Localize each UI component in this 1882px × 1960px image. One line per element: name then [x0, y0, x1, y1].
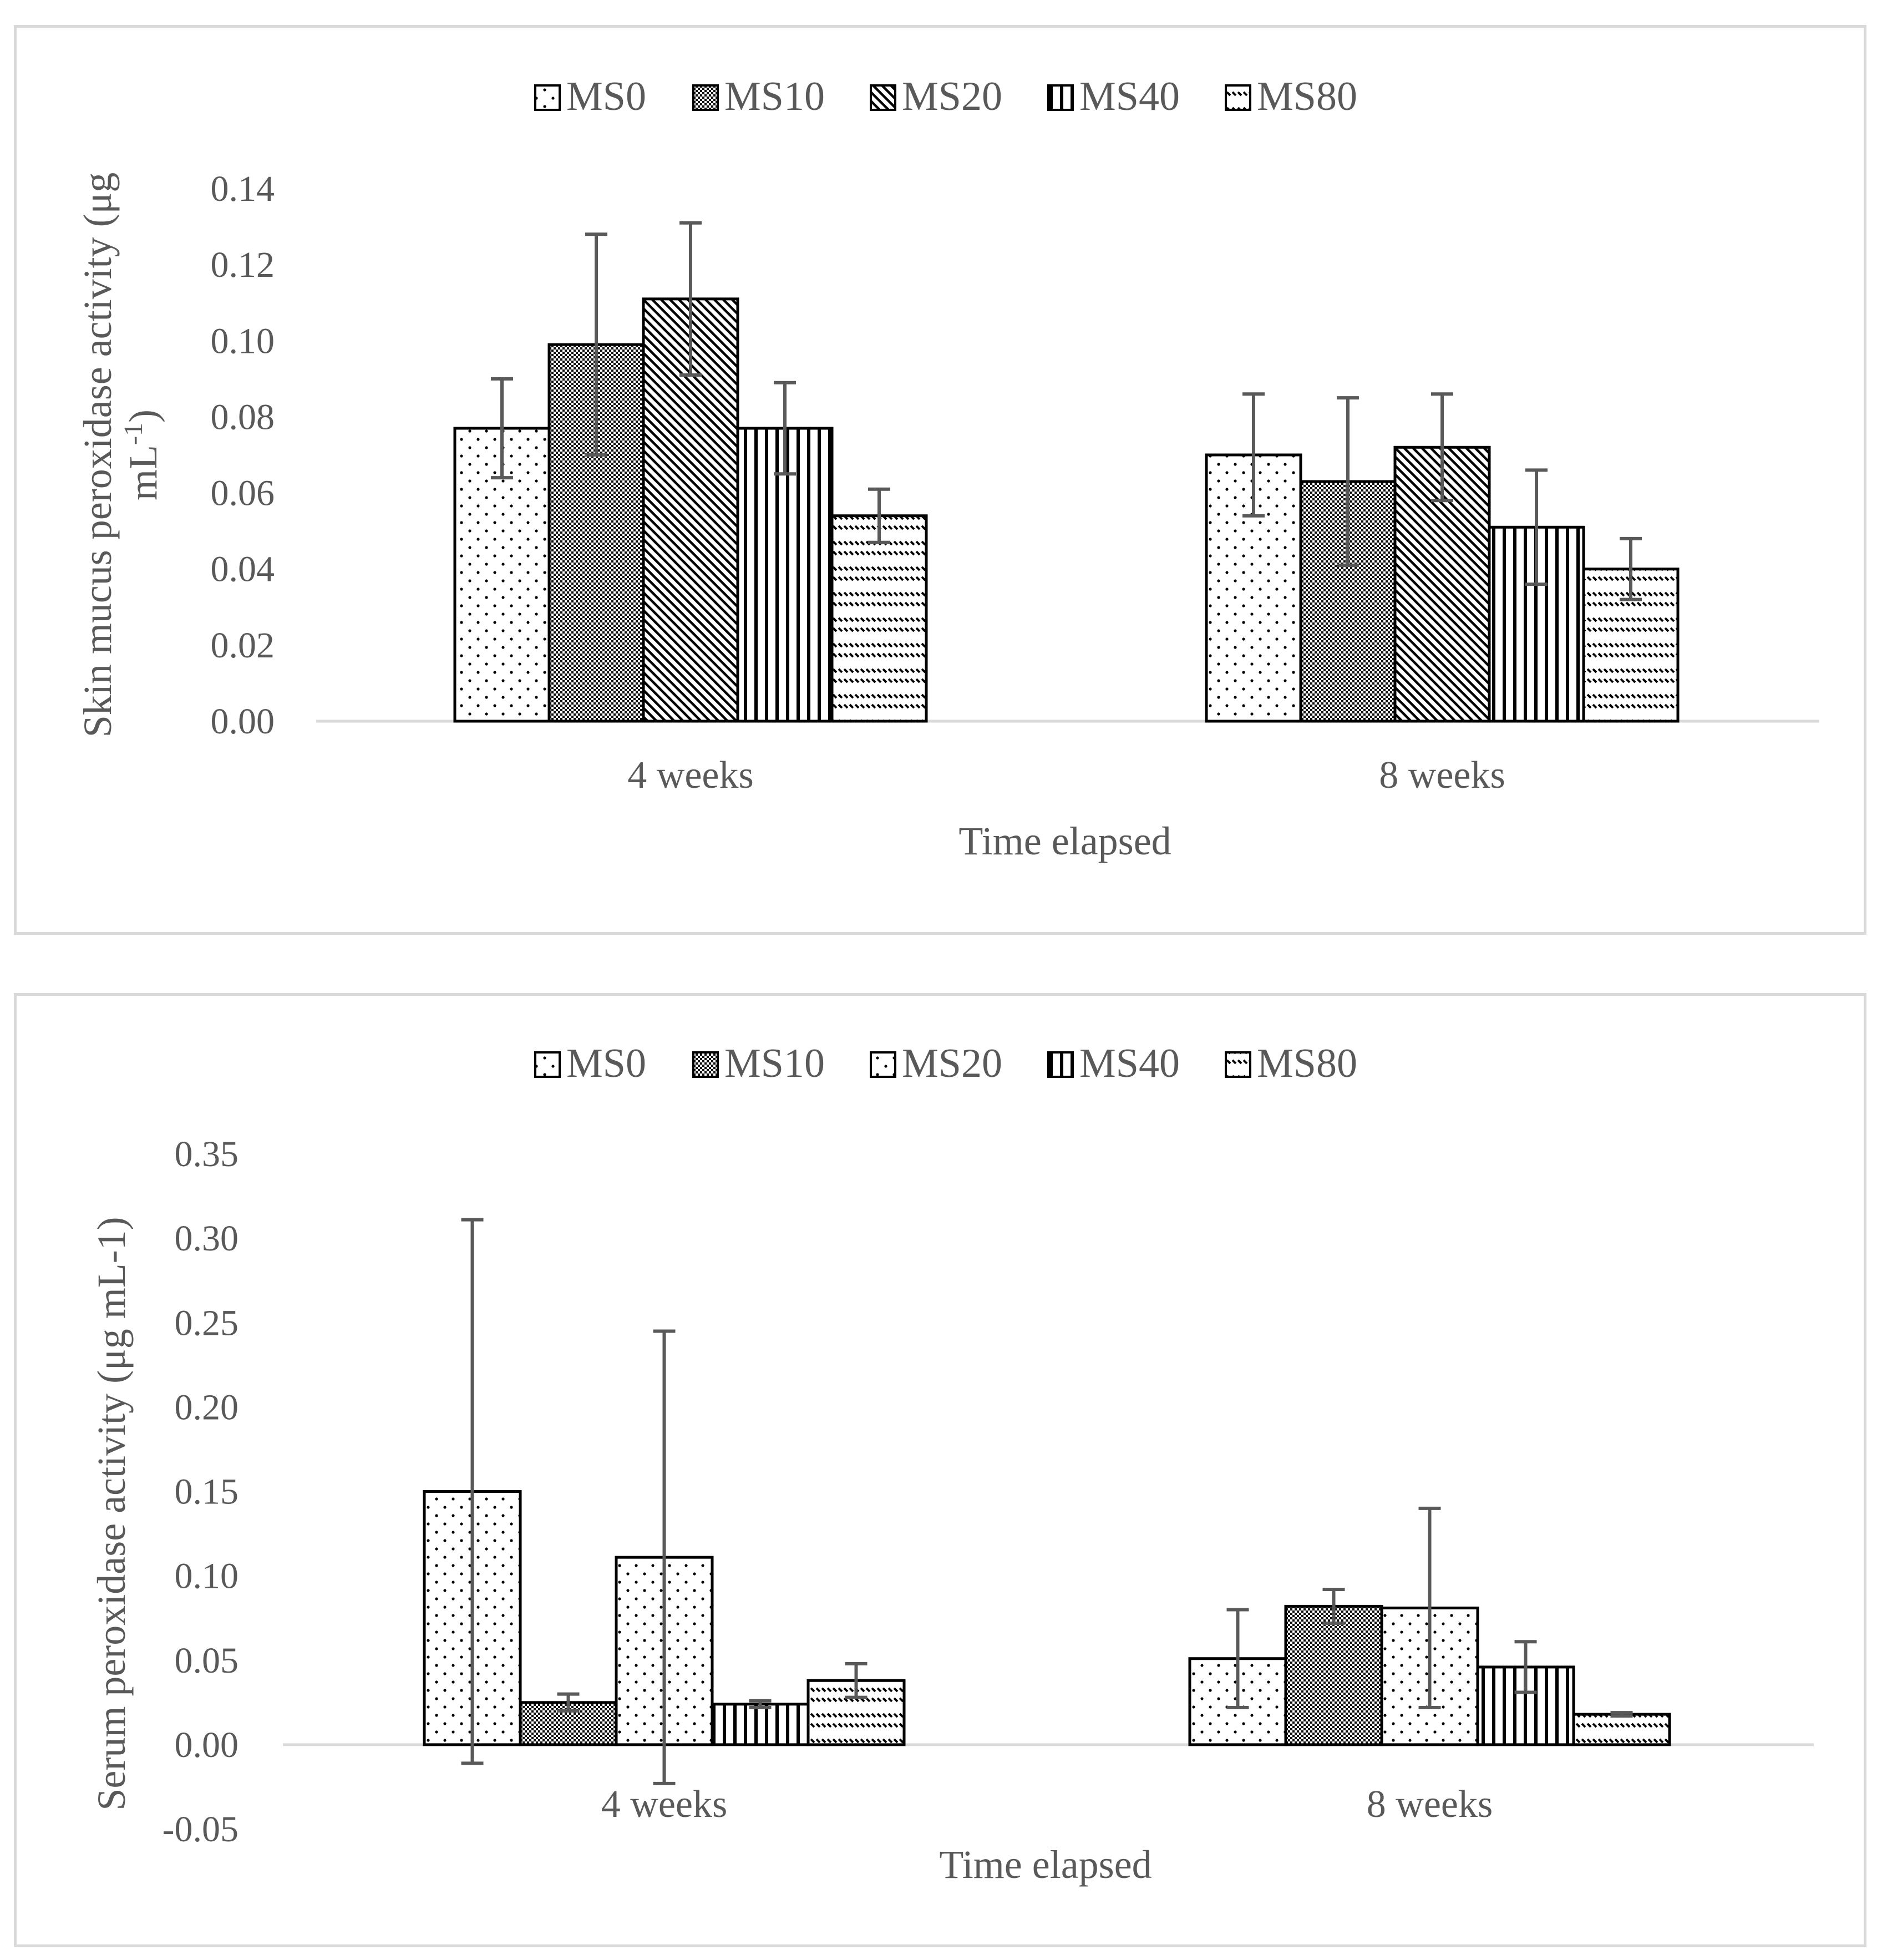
y-tick-label: 0.08: [211, 397, 275, 437]
y-axis-title-line2: mL-1): [119, 409, 166, 500]
legend-swatch: [1225, 84, 1251, 111]
legend-swatch: [870, 1051, 896, 1078]
x-axis-title: Time elapsed: [939, 1842, 1151, 1887]
y-tick-label: 0.04: [211, 549, 275, 590]
error-bar-ms20-2: [1431, 392, 1453, 503]
legend-label: MS10: [724, 1041, 825, 1086]
legend-swatch: [870, 84, 896, 111]
error-bar-ms0-2: [1242, 392, 1265, 518]
error-bar-ms40-1: [774, 381, 796, 476]
chart-panel-serum: -0.05 0.00 0.05 0.10 0.15 0.20 0.25 0.30 0.35 4 w…: [14, 993, 1866, 1947]
error-bar-ms10-2: [1337, 396, 1359, 567]
legend-item-ms40: MS40: [1047, 1041, 1180, 1086]
y-tick-label: 0.06: [211, 473, 275, 514]
legend-label: MS0: [566, 74, 646, 119]
y-tick-label: 0.14: [211, 169, 275, 209]
legend-item-ms10: MS10: [692, 1041, 825, 1086]
y-tick-label: 0.05: [175, 1640, 239, 1681]
bar-ms40-1: [711, 1703, 810, 1746]
category-label: 4 weeks: [627, 754, 753, 797]
error-bar-ms40-1: [749, 1699, 772, 1709]
category-label: 4 weeks: [601, 1783, 727, 1826]
serum-chart: -0.05 0.00 0.05 0.10 0.15 0.20 0.25 0.30 0.35 4 w…: [89, 1041, 1814, 1887]
x-axis-title: Time elapsed: [958, 819, 1171, 863]
y-tick-label: 0.02: [211, 625, 275, 666]
chart-panel-skin-mucus: 0.00 0.02 0.04 0.06 0.08 0.10 0.12 0.14 4 weeks 8…: [14, 25, 1866, 935]
y-tick-label: 0.35: [175, 1134, 239, 1174]
bar-ms80-1: [830, 514, 928, 723]
bar-ms40-1: [736, 427, 834, 723]
y-tick-label: 0.00: [211, 701, 275, 742]
legend-item-ms20: MS20: [870, 74, 1002, 119]
error-bar-ms40-2: [1514, 1640, 1537, 1694]
legend-swatch: [1225, 1051, 1251, 1078]
error-bar-ms80-1: [868, 487, 890, 544]
error-bar-ms80-2: [1620, 536, 1642, 601]
error-bar-ms80-1: [845, 1662, 868, 1699]
legend-label: MS80: [1257, 1041, 1357, 1086]
error-bar-ms80-2: [1610, 1711, 1633, 1718]
error-bar-ms20-1: [679, 221, 702, 377]
legend-label: MS80: [1257, 74, 1357, 119]
legend: MS0 MS10 MS20 MS40 MS80: [534, 1041, 1357, 1086]
legend-label: MS40: [1079, 74, 1180, 119]
y-tick-label: 0.15: [175, 1472, 239, 1512]
y-axis-title: Serum peroxidase activity (μg mL-1): [89, 1217, 134, 1810]
error-bar-ms20-2: [1418, 1506, 1441, 1709]
legend-item-ms80: MS80: [1225, 1041, 1357, 1086]
legend-item-ms20: MS20: [870, 1041, 1002, 1086]
legend-label: MS20: [902, 74, 1002, 119]
legend-swatch: [692, 84, 719, 111]
y-tick-label: 0.10: [211, 321, 275, 361]
error-bar-ms0-1: [461, 1218, 484, 1765]
legend-swatch: [1047, 84, 1074, 111]
legend-label: MS10: [724, 74, 825, 119]
y-axis-title-line1: Skin mucus peroxidase activity (μg: [75, 173, 120, 737]
legend-label: MS40: [1079, 1041, 1180, 1086]
legend-swatch: [534, 1051, 561, 1078]
legend-label: MS0: [566, 1041, 646, 1086]
error-bar-ms10-1: [585, 232, 607, 457]
legend-item-ms80: MS80: [1225, 74, 1357, 119]
y-tick-label: 0.25: [175, 1303, 239, 1343]
category-label: 8 weeks: [1379, 754, 1505, 797]
y-tick-label: 0.30: [175, 1218, 239, 1259]
error-bar-ms10-1: [557, 1692, 580, 1713]
error-bar-ms20-1: [653, 1329, 676, 1785]
y-tick-label: -0.05: [163, 1809, 239, 1850]
legend-swatch: [692, 1051, 719, 1078]
error-bar-ms0-2: [1226, 1608, 1249, 1709]
y-tick-label: 0.12: [211, 245, 275, 285]
legend-item-ms10: MS10: [692, 74, 825, 119]
legend-item-ms0: MS0: [534, 1041, 646, 1086]
legend-item-ms0: MS0: [534, 74, 646, 119]
legend-swatch: [534, 84, 561, 111]
legend-swatch: [1047, 1051, 1074, 1078]
skin-mucus-chart: 0.00 0.02 0.04 0.06 0.08 0.10 0.12 0.14 4 weeks 8…: [75, 74, 1819, 863]
y-tick-label: 0.10: [175, 1556, 239, 1597]
bar-ms80-2: [1572, 1713, 1671, 1746]
legend-label: MS20: [902, 1041, 1002, 1086]
bar-ms10-2: [1284, 1604, 1383, 1746]
category-label: 8 weeks: [1367, 1783, 1493, 1826]
y-tick-label: 0.20: [175, 1387, 239, 1427]
legend: MS0 MS10 MS20 MS40 MS80: [534, 74, 1357, 119]
error-bar-ms10-2: [1322, 1587, 1345, 1625]
error-bar-ms0-1: [491, 377, 513, 480]
y-tick-label: 0.00: [175, 1725, 239, 1765]
legend-item-ms40: MS40: [1047, 74, 1180, 119]
error-bar-ms40-2: [1525, 468, 1548, 586]
